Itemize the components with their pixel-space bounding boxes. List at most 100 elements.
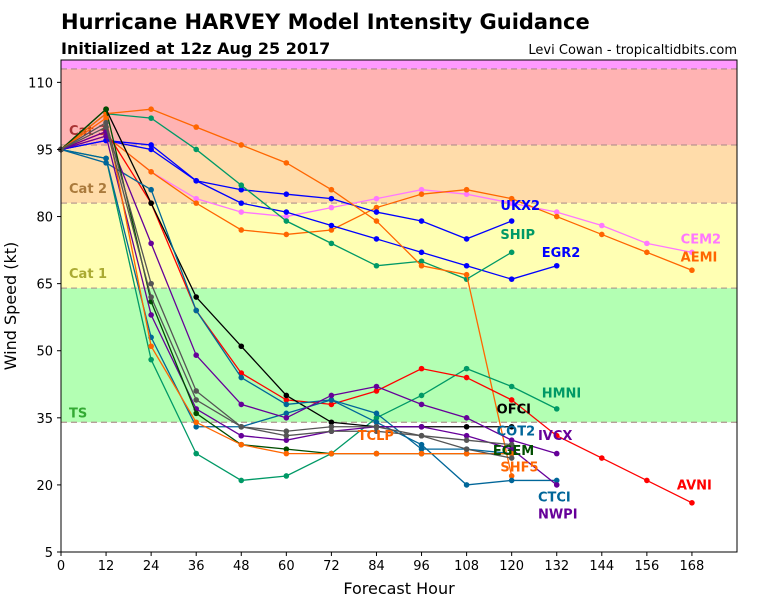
series-label: TCLP bbox=[358, 429, 394, 444]
data-point bbox=[238, 477, 245, 484]
data-point bbox=[283, 446, 290, 452]
data-point bbox=[418, 365, 425, 372]
data-point bbox=[373, 388, 380, 394]
data-point bbox=[463, 374, 470, 381]
y-tick-label: 5 bbox=[45, 546, 53, 561]
data-point bbox=[553, 209, 560, 215]
y-tick-label: 50 bbox=[36, 345, 53, 360]
x-tick-label: 24 bbox=[143, 559, 160, 574]
series-line bbox=[60, 139, 557, 280]
data-point bbox=[238, 200, 245, 206]
data-point bbox=[553, 262, 560, 269]
data-point bbox=[193, 200, 199, 206]
data-point bbox=[193, 294, 199, 300]
data-point bbox=[283, 432, 290, 439]
data-point bbox=[463, 423, 470, 430]
band-label: Cat 1 bbox=[69, 267, 107, 282]
series-label: IVCX bbox=[538, 429, 572, 444]
band-label: Cat 2 bbox=[69, 182, 107, 197]
series-label: EGEM bbox=[493, 444, 534, 459]
data-point bbox=[193, 146, 199, 153]
data-point bbox=[373, 209, 380, 215]
data-point bbox=[508, 249, 515, 256]
data-point bbox=[328, 240, 335, 247]
x-tick-label: 156 bbox=[634, 559, 659, 574]
intensity-band bbox=[61, 68, 737, 145]
series-label: AVNI bbox=[677, 478, 712, 493]
data-point bbox=[283, 428, 290, 435]
series-label: CEM2 bbox=[681, 232, 721, 247]
data-point bbox=[373, 419, 380, 426]
data-point bbox=[283, 213, 290, 220]
data-point bbox=[238, 343, 245, 350]
data-point bbox=[148, 240, 154, 247]
data-point bbox=[418, 186, 425, 193]
data-point bbox=[463, 365, 470, 372]
data-point bbox=[463, 262, 470, 269]
series-label: SHF5 bbox=[500, 460, 538, 475]
data-point bbox=[553, 450, 560, 457]
data-point bbox=[508, 450, 515, 457]
data-point bbox=[283, 191, 290, 197]
data-point bbox=[463, 450, 470, 457]
data-point bbox=[508, 200, 515, 206]
series-label: SHIP bbox=[500, 228, 535, 243]
data-point bbox=[283, 410, 290, 417]
data-point bbox=[463, 437, 470, 443]
series-label: AEMI bbox=[681, 250, 718, 265]
series-label: EGR2 bbox=[542, 246, 581, 261]
data-point bbox=[373, 195, 380, 202]
data-point bbox=[508, 276, 515, 282]
data-point bbox=[508, 441, 515, 448]
data-point bbox=[373, 423, 380, 430]
x-tick-label: 108 bbox=[454, 559, 479, 574]
data-point bbox=[418, 423, 425, 430]
data-point bbox=[193, 410, 199, 417]
data-point bbox=[373, 218, 380, 224]
data-point bbox=[418, 258, 425, 265]
data-point bbox=[463, 415, 470, 421]
y-tick-label: 65 bbox=[36, 278, 53, 293]
series-label: NWPI bbox=[538, 508, 578, 523]
data-point bbox=[418, 441, 425, 448]
x-tick-label: 12 bbox=[98, 559, 115, 574]
data-point bbox=[328, 204, 335, 211]
series-line bbox=[60, 148, 558, 482]
data-point bbox=[599, 231, 605, 238]
data-point bbox=[328, 401, 335, 408]
series-label: UKX2 bbox=[500, 199, 540, 214]
data-point bbox=[283, 231, 290, 238]
data-point bbox=[418, 249, 425, 256]
data-point bbox=[193, 177, 199, 184]
data-point bbox=[418, 191, 425, 197]
x-tick-label: 60 bbox=[278, 559, 295, 574]
data-point bbox=[193, 397, 199, 403]
x-tick-label: 72 bbox=[323, 559, 340, 574]
data-point bbox=[238, 227, 245, 233]
data-point bbox=[193, 388, 199, 394]
data-point bbox=[238, 401, 245, 408]
x-tick-label: 36 bbox=[188, 559, 205, 574]
data-point bbox=[193, 195, 199, 202]
data-point bbox=[238, 441, 245, 448]
y-tick-label: 80 bbox=[36, 211, 53, 226]
data-point bbox=[508, 477, 515, 484]
data-point bbox=[373, 204, 380, 211]
data-point bbox=[238, 182, 245, 189]
data-point bbox=[508, 397, 515, 403]
data-point bbox=[283, 401, 290, 408]
data-point bbox=[418, 401, 425, 408]
data-point bbox=[103, 106, 109, 112]
data-point bbox=[418, 446, 425, 452]
x-tick-label: 96 bbox=[413, 559, 430, 574]
x-tick-label: 84 bbox=[368, 559, 385, 574]
band-label: TS bbox=[69, 406, 87, 421]
series-line bbox=[60, 135, 558, 486]
data-point bbox=[238, 423, 245, 430]
data-point bbox=[148, 356, 154, 363]
data-point bbox=[463, 432, 470, 439]
data-point bbox=[599, 455, 605, 461]
x-tick-label: 120 bbox=[499, 559, 524, 574]
data-point bbox=[238, 432, 245, 439]
